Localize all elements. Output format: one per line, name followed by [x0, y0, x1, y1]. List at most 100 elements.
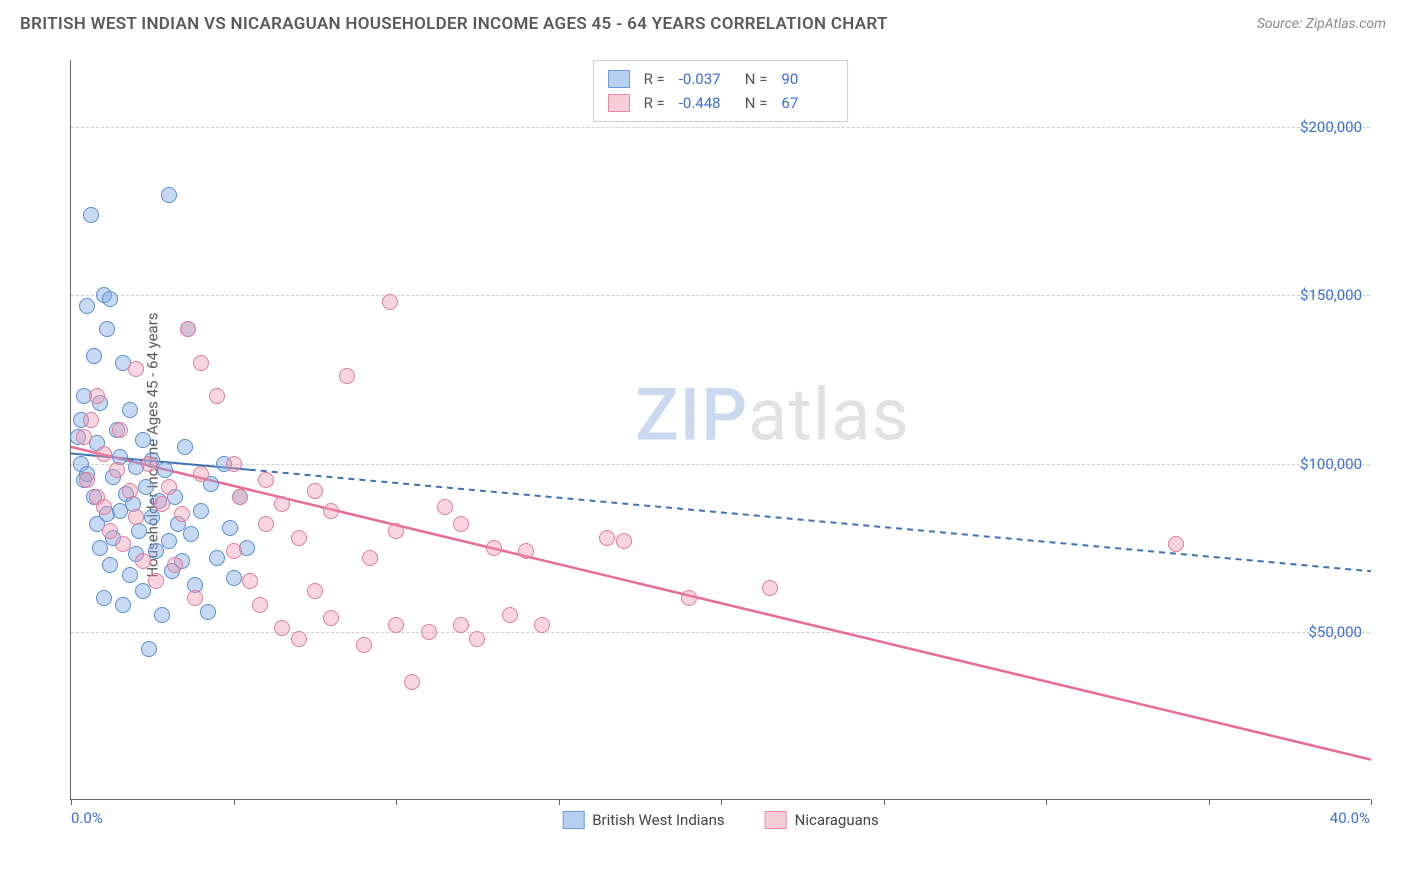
data-point — [161, 479, 177, 495]
r-label: R = — [644, 67, 665, 91]
data-point — [226, 456, 242, 472]
y-tick-label: $50,000 — [1308, 623, 1362, 641]
watermark-atlas: atlas — [748, 372, 910, 457]
watermark: ZIPatlas — [635, 372, 909, 457]
data-point — [157, 462, 173, 478]
chart-title: BRITISH WEST INDIAN VS NICARAGUAN HOUSEH… — [20, 14, 888, 34]
x-tick-mark — [71, 799, 72, 805]
data-point — [681, 590, 697, 606]
data-point — [200, 604, 216, 620]
data-point — [323, 610, 339, 626]
data-point — [148, 573, 164, 589]
data-point — [161, 533, 177, 549]
data-point — [274, 620, 290, 636]
data-point — [96, 590, 112, 606]
data-point — [258, 516, 274, 532]
gridline — [71, 127, 1370, 128]
x-tick-mark — [1046, 799, 1047, 805]
legend-swatch — [608, 70, 630, 88]
data-point — [222, 520, 238, 536]
data-point — [518, 543, 534, 559]
data-point — [291, 530, 307, 546]
data-point — [138, 479, 154, 495]
x-tick-mark — [559, 799, 560, 805]
stats-row: R =-0.448N =67 — [608, 91, 834, 115]
data-point — [226, 543, 242, 559]
data-point — [128, 509, 144, 525]
stats-row: R =-0.037N =90 — [608, 67, 834, 91]
data-point — [122, 402, 138, 418]
data-point — [502, 607, 518, 623]
x-max-label: 40.0% — [1330, 809, 1370, 827]
x-tick-mark — [396, 799, 397, 805]
data-point — [86, 348, 102, 364]
x-tick-mark — [234, 799, 235, 805]
data-point — [534, 617, 550, 633]
data-point — [79, 298, 95, 314]
n-value: 67 — [781, 91, 833, 115]
data-point — [109, 462, 125, 478]
data-point — [762, 580, 778, 596]
data-point — [421, 624, 437, 640]
data-point — [453, 516, 469, 532]
data-point — [291, 631, 307, 647]
data-point — [135, 432, 151, 448]
y-tick-label: $200,000 — [1300, 118, 1362, 136]
data-point — [76, 429, 92, 445]
data-point — [83, 207, 99, 223]
x-min-label: 0.0% — [71, 809, 103, 827]
data-point — [154, 607, 170, 623]
data-point — [122, 483, 138, 499]
legend-label: Nicaraguans — [795, 811, 879, 829]
data-point — [167, 557, 183, 573]
legend-swatch — [562, 811, 584, 829]
data-point — [209, 550, 225, 566]
data-point — [404, 674, 420, 690]
watermark-zip: ZIP — [635, 372, 748, 457]
data-point — [307, 483, 323, 499]
legend-item: Nicaraguans — [765, 811, 879, 829]
plot-area: ZIPatlas R =-0.037N =90R =-0.448N =67 Br… — [70, 60, 1370, 800]
data-point — [362, 550, 378, 566]
data-point — [242, 573, 258, 589]
data-point — [180, 321, 196, 337]
data-point — [274, 496, 290, 512]
legend-item: British West Indians — [562, 811, 724, 829]
r-value: -0.037 — [679, 67, 731, 91]
data-point — [83, 412, 99, 428]
data-point — [453, 617, 469, 633]
data-point — [102, 557, 118, 573]
data-point — [102, 291, 118, 307]
n-label: N = — [745, 67, 768, 91]
data-point — [187, 590, 203, 606]
trendlines — [71, 60, 1371, 800]
data-point — [141, 456, 157, 472]
data-point — [252, 597, 268, 613]
data-point — [388, 523, 404, 539]
data-point — [115, 536, 131, 552]
data-point — [141, 641, 157, 657]
data-point — [1168, 536, 1184, 552]
chart-container: Householder Income Ages 45 - 64 years ZI… — [20, 50, 1386, 840]
data-point — [599, 530, 615, 546]
data-point — [388, 617, 404, 633]
r-label: R = — [644, 91, 665, 115]
data-point — [96, 499, 112, 515]
data-point — [154, 496, 170, 512]
data-point — [307, 583, 323, 599]
data-point — [226, 570, 242, 586]
legend-label: British West Indians — [592, 811, 724, 829]
data-point — [193, 355, 209, 371]
data-point — [382, 294, 398, 310]
data-point — [193, 466, 209, 482]
data-point — [115, 597, 131, 613]
data-point — [616, 533, 632, 549]
data-point — [356, 637, 372, 653]
x-tick-mark — [884, 799, 885, 805]
data-point — [193, 503, 209, 519]
data-point — [232, 489, 248, 505]
series-legend: British West Indians Nicaraguans — [562, 811, 879, 829]
data-point — [122, 567, 138, 583]
y-tick-label: $100,000 — [1300, 455, 1362, 473]
source-label: Source: ZipAtlas.com — [1257, 16, 1386, 32]
